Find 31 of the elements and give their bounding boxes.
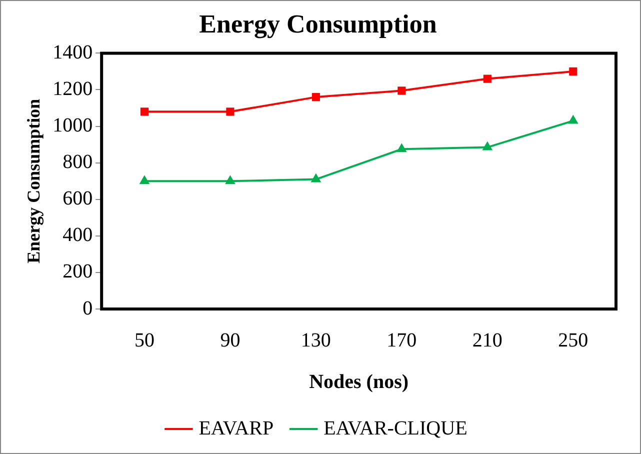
point [569,67,578,76]
x-tick-label: 130 [300,329,331,352]
y-tick-label: 400 [62,224,93,246]
y-tick-label: 1400 [52,41,93,64]
x-tick-label: 90 [220,329,240,352]
point [312,93,320,102]
y-tick-label: 1000 [52,114,93,137]
point [311,174,321,182]
legend-label: EAVARP [198,417,274,440]
y-tick-label: 200 [62,260,93,283]
x-tick-label: 170 [386,329,417,352]
x-tick-label: 50 [134,329,154,352]
point [396,144,406,152]
point [225,176,236,184]
x-tick-label: 250 [558,329,588,352]
y-tick-label: 800 [62,151,93,174]
point [226,108,234,116]
y-tick-label: 0 [82,297,93,320]
x-axis-title: Nodes (nos) [309,371,409,394]
point [398,86,406,95]
y-axis-title: Energy Consumption [23,98,44,264]
point [140,108,148,116]
legend-label: EAVAR-CLIQUE [324,417,468,440]
point [568,115,578,124]
y-tick-label: 1200 [52,78,93,100]
point [482,142,492,150]
point [140,176,150,184]
x-tick-label: 210 [472,329,502,352]
y-tick-label: 600 [62,188,93,210]
chart-title: Energy Consumption [199,9,438,38]
point [483,74,492,83]
